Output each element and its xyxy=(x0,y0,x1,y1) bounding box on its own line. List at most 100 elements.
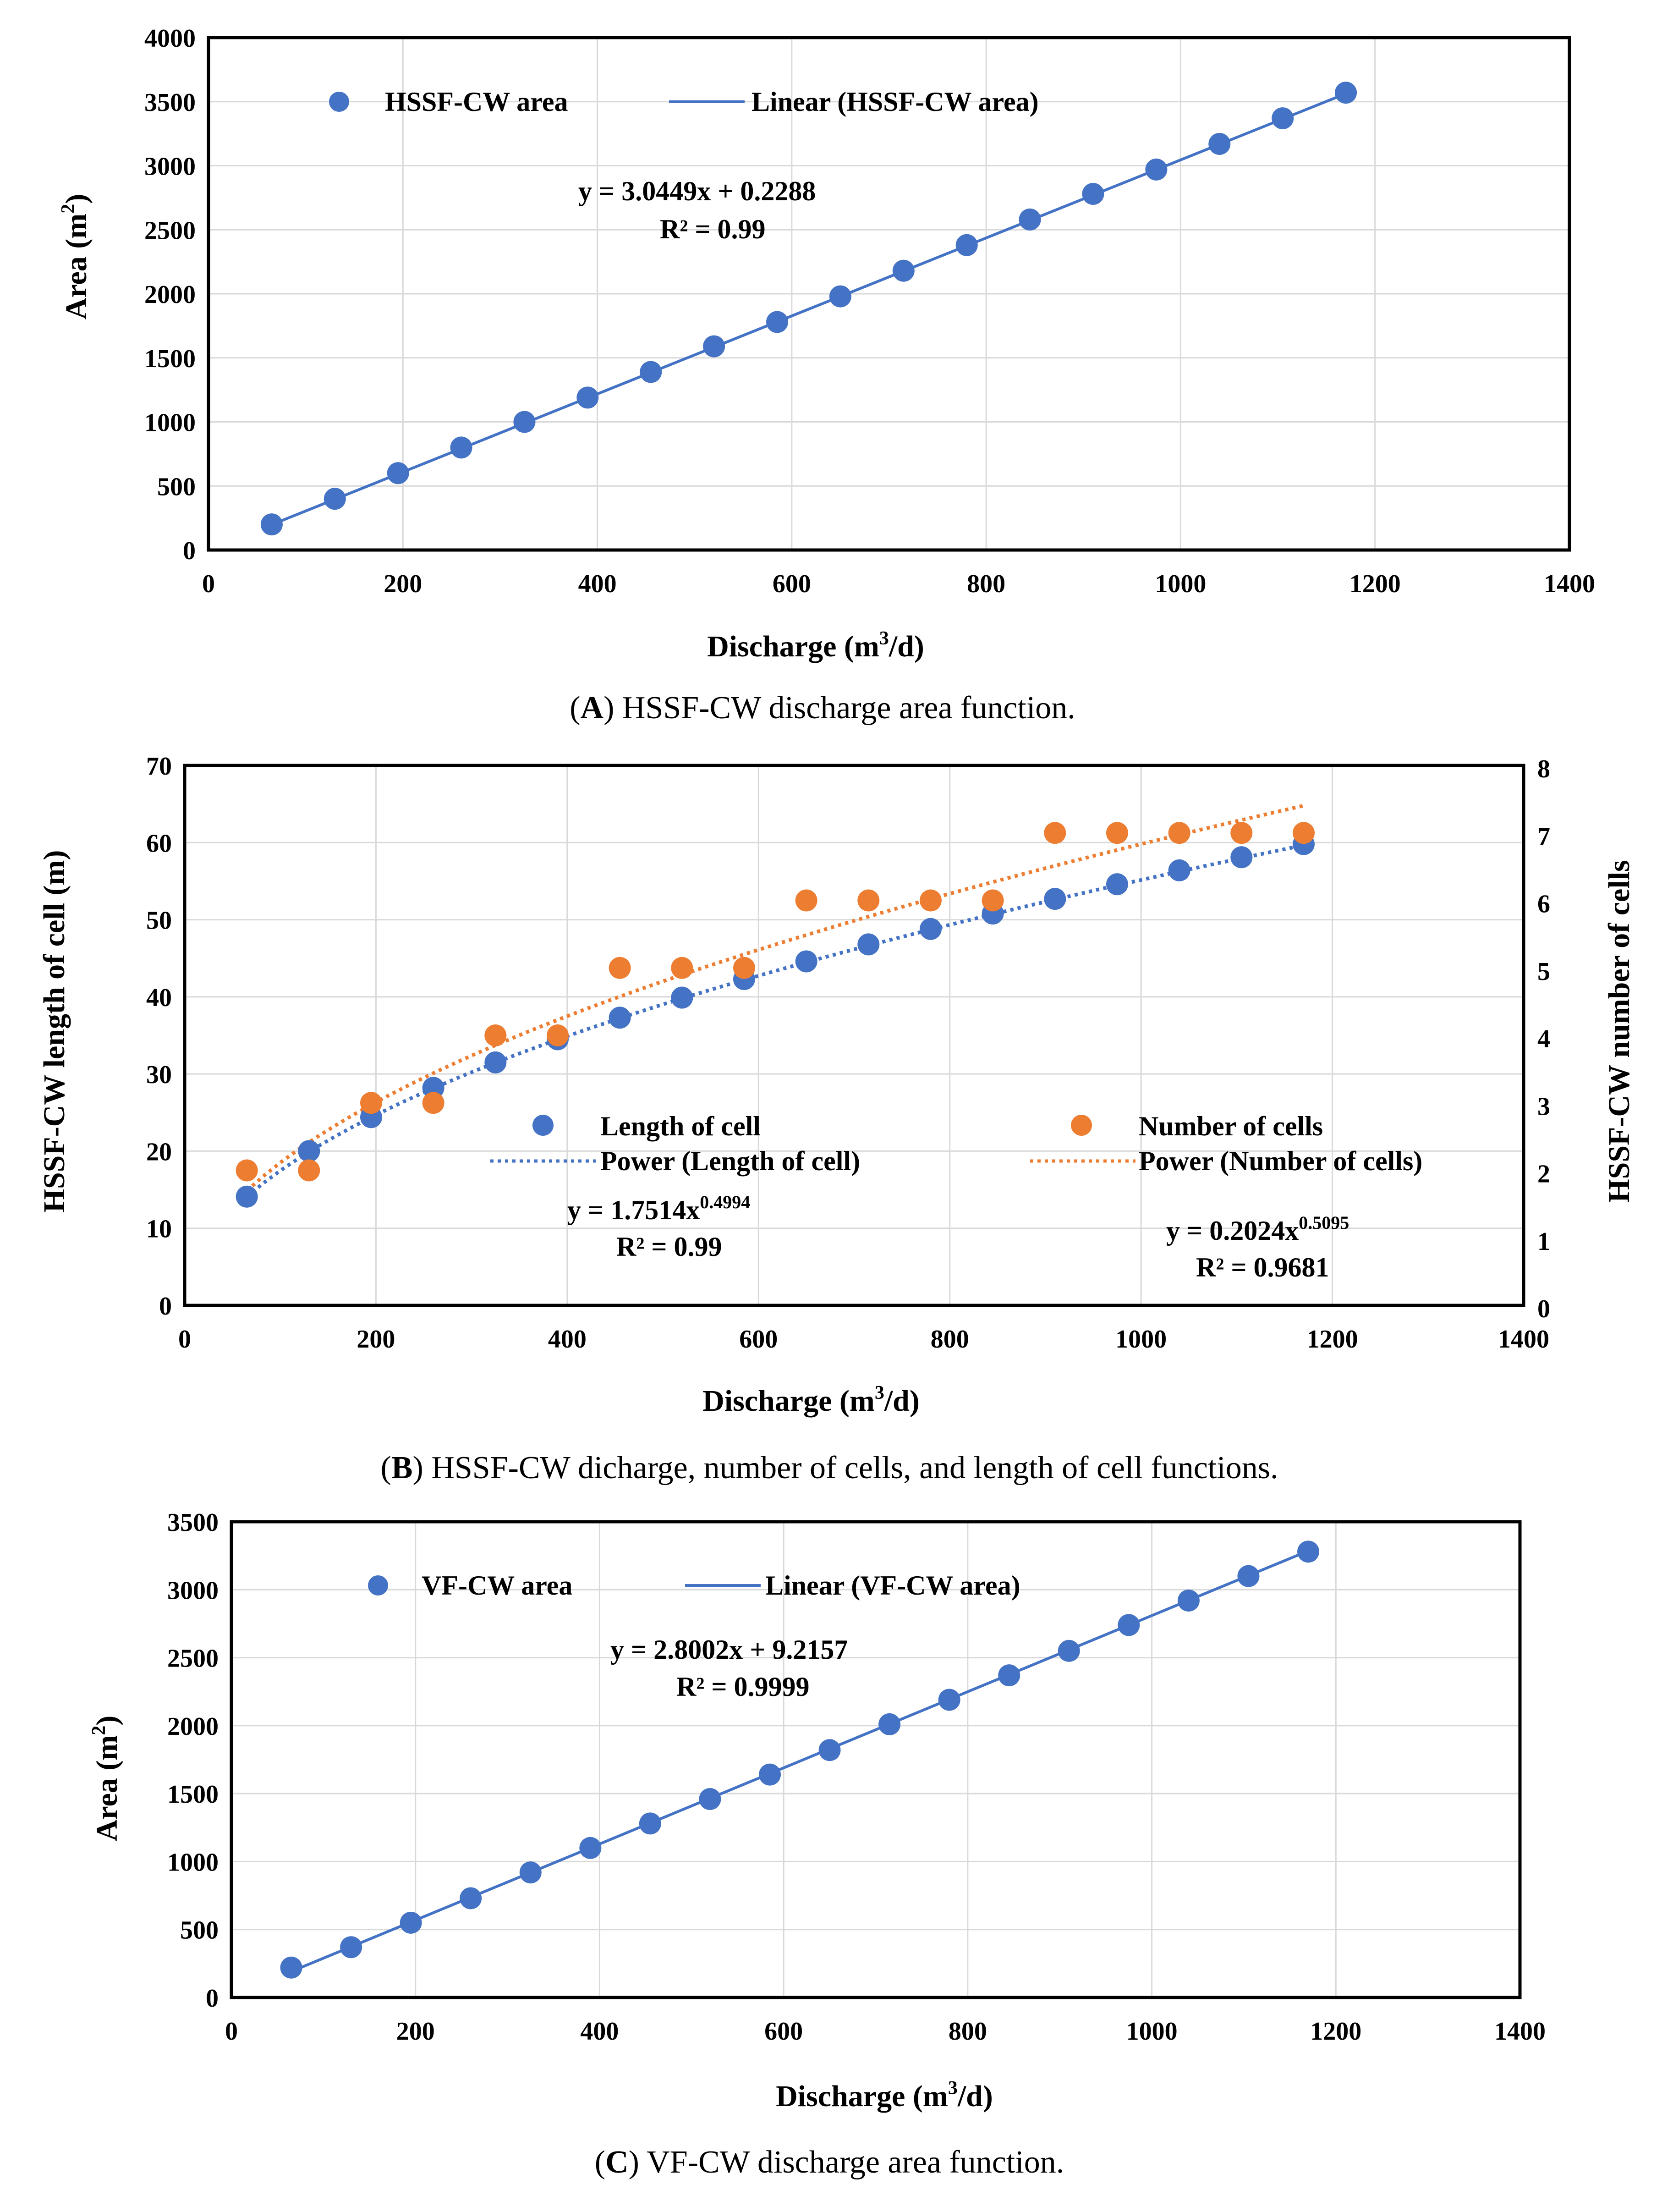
data-point xyxy=(878,1713,901,1735)
x-tick-label: 800 xyxy=(967,570,1005,598)
data-point xyxy=(699,1788,721,1810)
data-point xyxy=(1058,1640,1080,1662)
data-point-left xyxy=(857,933,880,956)
y2-tick-label: 4 xyxy=(1537,1025,1550,1053)
y-tick-label: 4000 xyxy=(144,24,196,53)
data-point-right xyxy=(1106,822,1128,844)
chart-c-y-axis-title: Area (m2) xyxy=(88,1716,124,1842)
data-point xyxy=(829,285,851,308)
trendline-power-right xyxy=(246,803,1304,1192)
chart-c-x-axis-title: Discharge (m3/d) xyxy=(776,2078,993,2113)
chart-a-x-axis-title: Discharge (m3/d) xyxy=(707,628,924,663)
data-point-left xyxy=(1168,859,1190,881)
trendline-linear xyxy=(271,92,1347,526)
data-point-right xyxy=(422,1092,444,1114)
data-point xyxy=(1272,107,1294,130)
data-point xyxy=(892,259,915,282)
chart-a-legend: HSSF-CW area Linear (HSSF-CW area) xyxy=(329,87,1039,117)
chart-a: 0 200 400 600 800 1000 1200 1400 0 500 1000 1500 200… xyxy=(58,24,1595,726)
y-tick-label: 1500 xyxy=(144,345,196,373)
x-tick-label: 200 xyxy=(384,570,422,598)
y2-tick-label: 7 xyxy=(1537,822,1550,851)
y2-tick-label: 3 xyxy=(1537,1092,1550,1121)
x-tick-label: 0 xyxy=(178,1325,191,1354)
legend-marker-number-of-cells xyxy=(1071,1115,1092,1136)
y-tick-label: 70 xyxy=(146,752,172,781)
y2-tick-label: 0 xyxy=(1537,1295,1550,1323)
chart-a-equation: y = 3.0449x + 0.2288 xyxy=(578,176,816,206)
data-point-left xyxy=(484,1051,507,1073)
x-tick-label: 1200 xyxy=(1310,2017,1361,2046)
chart-b: 0 200 400 600 800 1000 1200 1400010203040506070… xyxy=(38,752,1636,1486)
y2-tick-label: 6 xyxy=(1537,890,1550,919)
data-point xyxy=(955,234,978,256)
data-point xyxy=(1082,182,1104,205)
chart-b-equation-length: y = 1.7514x0.4994 xyxy=(567,1192,750,1225)
y2-tick-label: 5 xyxy=(1537,957,1550,986)
data-point xyxy=(400,1911,422,1934)
chart-c-tick-labels: 0 200 400 600 800 1000 1200 1400 0 500 1000 1500 200… xyxy=(167,1508,1546,2046)
data-point xyxy=(639,1812,661,1835)
y-tick-label: 500 xyxy=(180,1916,219,1945)
data-point xyxy=(340,1936,362,1959)
y-tick-label: 3500 xyxy=(144,88,196,117)
data-point xyxy=(387,462,409,484)
x-tick-label: 400 xyxy=(580,2017,619,2046)
data-point-left xyxy=(236,1185,258,1208)
data-point-right xyxy=(1168,822,1190,844)
legend-marker-hssf-area xyxy=(329,92,349,112)
data-point xyxy=(759,1763,781,1786)
x-tick-label: 200 xyxy=(396,2017,435,2046)
chart-a-y-axis-title: Area (m2) xyxy=(58,194,93,320)
y-tick-label: 500 xyxy=(157,473,196,501)
x-tick-label: 1400 xyxy=(1498,1325,1549,1354)
data-point xyxy=(280,1956,302,1979)
x-tick-label: 600 xyxy=(764,2017,803,2046)
y-tick-label: 0 xyxy=(206,1984,219,2013)
data-point-left xyxy=(919,918,942,940)
chart-a-r-squared: R² = 0.99 xyxy=(660,214,766,244)
data-point-left xyxy=(671,986,693,1009)
data-point xyxy=(1237,1565,1260,1587)
x-tick-label: 0 xyxy=(202,570,215,598)
x-tick-label: 1200 xyxy=(1349,570,1401,598)
data-point xyxy=(576,386,599,409)
chart-b-tick-labels: 0 200 400 600 800 1000 1200 1400010203040506070… xyxy=(146,752,1550,1354)
x-tick-label: 200 xyxy=(357,1325,395,1354)
chart-c-points xyxy=(280,1541,1320,1979)
x-tick-label: 400 xyxy=(578,570,617,598)
x-tick-label: 1000 xyxy=(1155,570,1206,598)
y-tick-label: 1500 xyxy=(167,1780,219,1809)
data-point-left xyxy=(422,1077,444,1099)
legend-label-number-of-cells: Number of cells xyxy=(1139,1111,1323,1141)
y-tick-label: 0 xyxy=(183,537,196,565)
legend-label-vf-area: VF-CW area xyxy=(422,1570,572,1601)
data-point xyxy=(766,311,789,333)
y-tick-label: 2000 xyxy=(167,1712,219,1741)
y-tick-label: 60 xyxy=(146,829,172,858)
y2-tick-label: 8 xyxy=(1537,755,1550,783)
chart-b-y-axis-title-left: HSSF-CW length of cell (m) xyxy=(38,850,71,1213)
x-tick-label: 1400 xyxy=(1494,2017,1546,2046)
data-point-left xyxy=(1230,846,1253,869)
chart-b-plot-frame xyxy=(183,764,1525,1307)
chart-c-equation: y = 2.8002x + 9.2157 xyxy=(610,1634,848,1665)
x-tick-label: 1000 xyxy=(1115,1325,1167,1354)
data-point xyxy=(640,361,662,383)
y-tick-label: 50 xyxy=(146,907,172,935)
chart-b-r-squared-cells: R² = 0.9681 xyxy=(1196,1252,1329,1282)
legend-marker-vf-area xyxy=(368,1575,388,1596)
data-point-left xyxy=(609,1007,631,1029)
data-point xyxy=(998,1664,1020,1687)
data-point xyxy=(1019,208,1041,231)
legend-label-hssf-area: HSSF-CW area xyxy=(385,87,568,117)
data-point-left xyxy=(1044,888,1066,910)
chart-b-legend: Length of cell Number of cells Power (Le… xyxy=(490,1111,1422,1176)
y-tick-label: 2000 xyxy=(144,281,196,309)
y-tick-label: 1000 xyxy=(167,1848,219,1876)
data-point-right xyxy=(484,1024,507,1046)
y-tick-label: 3500 xyxy=(167,1508,219,1537)
legend-label-length-of-cell: Length of cell xyxy=(600,1111,761,1141)
chart-a-caption: (A) HSSF-CW discharge area function. xyxy=(570,690,1075,726)
